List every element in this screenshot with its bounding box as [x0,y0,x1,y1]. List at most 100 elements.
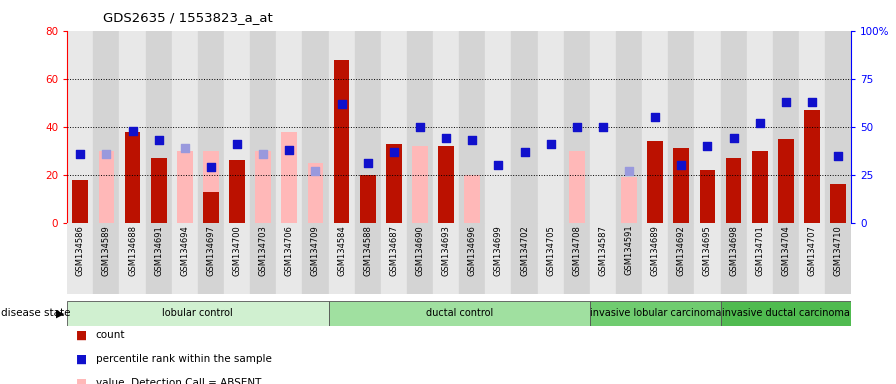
Bar [621,177,637,223]
Bar [172,31,198,223]
Text: GSM134692: GSM134692 [676,225,685,276]
Text: count: count [96,330,125,340]
Bar [486,31,512,223]
Text: GSM134587: GSM134587 [599,225,607,276]
Bar [564,31,590,223]
Bar [177,151,193,223]
Bar [700,170,715,223]
Point [203,164,218,170]
Bar [333,60,349,223]
Bar [831,184,846,223]
Bar [647,141,663,223]
Bar [73,180,88,223]
Text: ductal control: ductal control [426,308,493,318]
Text: GSM134703: GSM134703 [259,225,268,276]
Bar [752,151,768,223]
Bar [302,223,329,294]
Bar [590,31,616,223]
Bar [825,31,851,223]
Bar [746,223,772,294]
Point [517,149,531,155]
Text: GSM134586: GSM134586 [76,225,85,276]
Point [753,120,767,126]
Bar [145,223,172,294]
Bar [538,31,564,223]
Text: GSM134705: GSM134705 [547,225,556,276]
Bar [694,223,720,294]
Bar [459,223,486,294]
Bar [407,223,433,294]
Bar [255,151,271,223]
Point [701,143,715,149]
Text: GSM134690: GSM134690 [416,225,425,276]
Bar [438,146,454,223]
Point [413,124,427,130]
Text: invasive ductal carcinoma: invasive ductal carcinoma [722,308,849,318]
Text: GSM134702: GSM134702 [520,225,529,276]
Bar [694,31,720,223]
Point [596,124,610,130]
Bar [151,158,167,223]
Bar [674,148,689,223]
Bar [720,31,746,223]
Bar [616,31,642,223]
Bar [746,31,772,223]
Bar [512,223,538,294]
Bar [805,110,820,223]
Bar [616,223,642,294]
Text: percentile rank within the sample: percentile rank within the sample [96,354,271,364]
Text: GSM134698: GSM134698 [729,225,738,276]
Point [648,114,662,120]
Bar [276,223,302,294]
Point [831,152,845,159]
Text: GSM134700: GSM134700 [233,225,242,276]
Text: ▶: ▶ [56,308,65,318]
Text: GSM134694: GSM134694 [180,225,189,276]
Point [230,141,245,147]
Text: GSM134688: GSM134688 [128,225,137,276]
Text: GSM134707: GSM134707 [807,225,816,276]
Bar [198,31,224,223]
Text: ■: ■ [76,376,87,384]
Text: disease state: disease state [1,308,71,318]
Point [805,99,819,105]
Bar [119,223,145,294]
Point [360,160,375,166]
Bar [668,223,694,294]
Text: GSM134695: GSM134695 [703,225,712,276]
Text: GSM134588: GSM134588 [363,225,372,276]
Bar [564,223,590,294]
Text: GSM134708: GSM134708 [573,225,582,276]
Bar [198,223,224,294]
Text: GSM134589: GSM134589 [102,225,111,276]
Point [73,151,88,157]
Point [727,135,741,141]
Point [465,137,479,143]
Point [544,141,558,147]
Bar [590,301,720,326]
Text: value, Detection Call = ABSENT: value, Detection Call = ABSENT [96,378,262,384]
Bar [67,301,329,326]
Bar [512,31,538,223]
Bar [224,31,250,223]
Bar [772,223,799,294]
Text: GSM134689: GSM134689 [650,225,659,276]
Bar [720,301,851,326]
Text: GSM134704: GSM134704 [781,225,790,276]
Bar [250,223,276,294]
Bar [433,223,459,294]
Bar [642,223,668,294]
Point [491,162,505,168]
Bar [825,223,851,294]
Bar [125,131,141,223]
Text: GSM134710: GSM134710 [833,225,842,276]
Bar [799,31,825,223]
Bar [464,175,480,223]
Bar [381,31,407,223]
Text: GDS2635 / 1553823_a_at: GDS2635 / 1553823_a_at [103,12,272,25]
Bar [386,144,401,223]
Bar [412,146,427,223]
Bar [67,223,93,294]
Point [256,151,271,157]
Text: GSM134701: GSM134701 [755,225,764,276]
